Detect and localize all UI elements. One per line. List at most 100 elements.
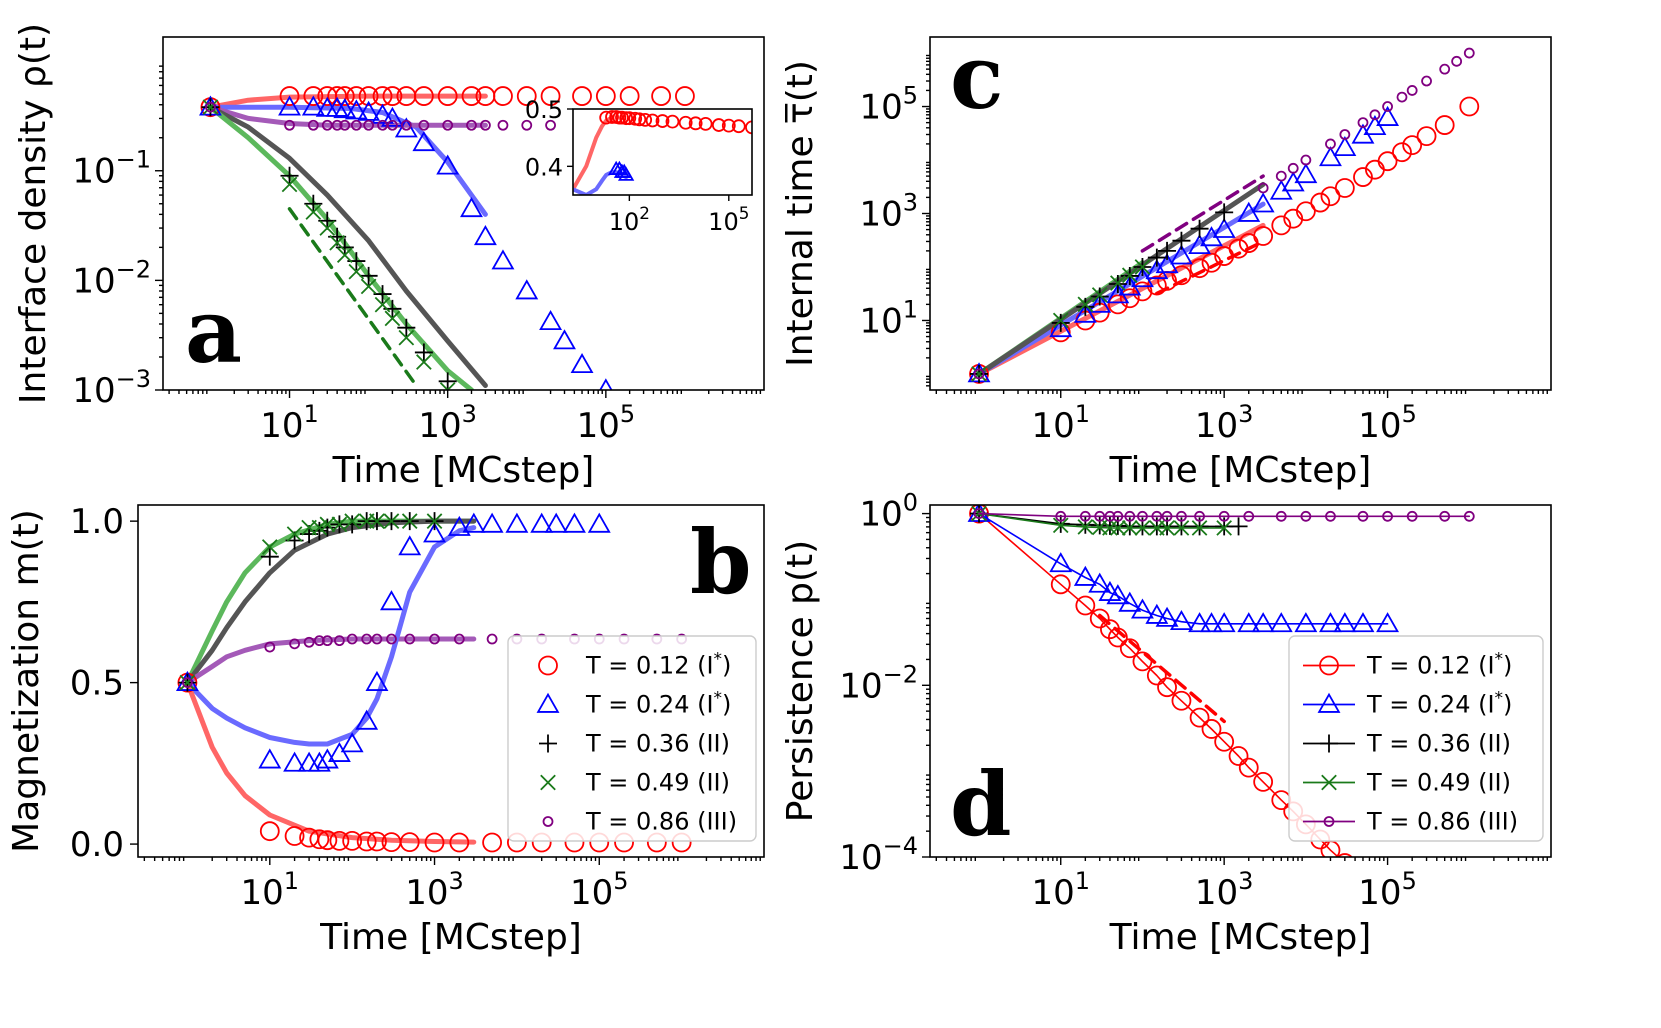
y-tick-label-b: 0.0 [70, 825, 124, 865]
panel-d: 101 103 105 10−4 10−2 100 Time [MCstep] Persist… [780, 489, 1552, 958]
data-point-T012 [1459, 96, 1480, 117]
data-point-T036 [260, 547, 279, 566]
panel-c-frame [929, 36, 1552, 391]
data-point-T012 [317, 830, 338, 851]
data-point-T024 [1376, 612, 1400, 633]
data-point-T012 [1253, 226, 1274, 246]
data-point-T086 [1357, 510, 1369, 522]
data-point-T086 [313, 635, 325, 647]
data-point-T012 [1132, 651, 1153, 672]
inset-y-tick-label: 0.4 [525, 153, 563, 181]
data-point-T012 [329, 830, 350, 851]
legend-label-d: T = 0.86 (III) [1366, 808, 1518, 836]
data-point-T012 [1171, 265, 1192, 286]
data-point-T024 [447, 515, 471, 536]
data-point-T036 [373, 285, 392, 304]
data-point-T024 [1251, 192, 1275, 213]
data-point-T024 [1088, 292, 1112, 313]
data-point-T012 [1377, 151, 1398, 172]
data-point-T049 [1134, 520, 1151, 536]
data-point-T086 [371, 633, 383, 645]
data-point-T024 [1169, 244, 1193, 265]
legend-marker-d [1321, 774, 1337, 791]
data-point-T012 [1146, 665, 1167, 686]
legend-label-b: T = 0.36 (II) [585, 730, 730, 758]
data-point-T012 [1253, 771, 1274, 792]
legend-label-d: T = 0.36 (II) [1366, 730, 1511, 758]
data-point-T012 [1310, 192, 1331, 213]
inset-point-T012 [632, 112, 647, 127]
data-point-T012 [382, 86, 403, 106]
y-tick-label-c: 101 [859, 295, 918, 341]
data-point-T086 [418, 119, 430, 131]
data-point-T012 [1271, 215, 1292, 236]
data-point-T024 [1073, 565, 1097, 586]
data-point-T086 [453, 633, 465, 645]
data-point-T086 [1137, 510, 1148, 522]
x-tick-label-d: 101 [1031, 867, 1090, 913]
legend-label-b: T = 0.12 (I*) [585, 650, 731, 680]
data-point-T024 [460, 197, 483, 218]
inset-x-tick-label: 105 [708, 203, 749, 236]
data-point-T086 [284, 119, 295, 131]
data-point-T012 [675, 86, 695, 106]
data-point-T049 [319, 220, 336, 236]
data-point-T012 [1334, 178, 1355, 198]
data-point-T086 [1243, 510, 1255, 522]
data-point-T012 [619, 86, 640, 106]
panel-b: 101 103 105 0.0 0.5 1.0 Time [MCstep] Magnetiza… [6, 502, 765, 958]
y-axis-label-d: Persistence p(t) [780, 540, 821, 822]
data-point-T024 [371, 103, 394, 124]
data-point-T049 [329, 234, 345, 251]
data-point-T086 [1439, 63, 1451, 75]
x-tick-label-d: 105 [1358, 867, 1417, 913]
data-point-T024 [258, 748, 282, 769]
data-point-T024 [480, 512, 504, 533]
data-point-T024 [1294, 163, 1318, 184]
plot-area-b [175, 512, 692, 853]
data-point-T012 [367, 831, 387, 852]
data-point-T086 [973, 368, 985, 380]
data-point-T012 [1402, 135, 1423, 156]
data-point-T086 [346, 633, 358, 645]
data-point-T049 [261, 539, 278, 555]
data-point-T086 [350, 119, 362, 131]
data-point-T012 [449, 832, 470, 853]
data-point-T086 [1079, 510, 1091, 522]
data-point-T024 [1333, 612, 1357, 633]
data-point-T036 [1076, 297, 1095, 316]
y-tick-label-c: 105 [859, 82, 918, 128]
data-point-T086 [1369, 109, 1381, 121]
curve-line086 [207, 104, 488, 128]
x-tick-label-b: 103 [405, 867, 464, 913]
data-point-T024 [325, 96, 349, 117]
data-point-T086 [1055, 510, 1067, 522]
inset-point-T012 [622, 111, 637, 126]
data-point-T024 [380, 590, 403, 611]
data-point-T049 [1052, 517, 1069, 534]
y-tick-label-b: 0.5 [70, 664, 124, 704]
data-point-T086 [1300, 154, 1312, 166]
data-point-T012 [1157, 677, 1177, 698]
data-point-T012 [1119, 288, 1140, 309]
data-point-T049 [336, 247, 353, 263]
y-tick-label-d: 100 [859, 489, 918, 535]
data-point-T024 [436, 154, 460, 175]
data-point-T024 [1251, 612, 1275, 633]
data-point-T012 [309, 829, 330, 850]
data-point-T086 [1339, 129, 1351, 140]
data-point-T086 [1194, 510, 1205, 522]
y-axis-label-a: Interface density ρ(t) [13, 23, 54, 404]
y-tick-label-c: 103 [859, 189, 918, 235]
data-point-T086 [1325, 138, 1336, 150]
legend-label-d: T = 0.24 (I*) [1366, 689, 1512, 719]
data-point-T086 [1382, 510, 1393, 522]
legend-marker-d [1319, 655, 1339, 676]
x-tick-label-b: 101 [241, 867, 300, 913]
x-axis-label-b: Time [MCstep] [319, 917, 582, 958]
data-point-T036 [359, 266, 378, 285]
data-point-T036 [280, 166, 299, 185]
data-point-T049 [1121, 267, 1138, 284]
data-point-T024 [462, 512, 486, 533]
